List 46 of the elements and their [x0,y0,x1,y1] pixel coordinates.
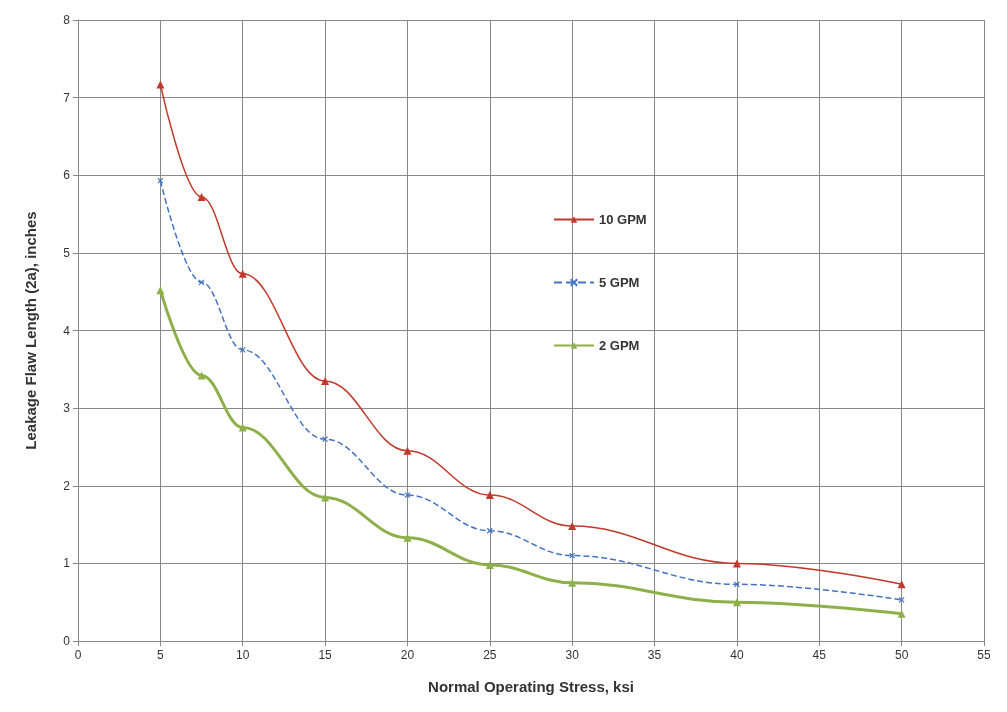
y-tick-label: 3 [63,401,71,416]
x-tick-label: 50 [894,648,909,662]
y-tick-label: 7 [63,90,71,105]
x-tick-label: 45 [812,648,827,662]
point [897,609,906,618]
x-tick-label: 10 [236,648,250,662]
point [198,279,205,286]
point [732,598,741,607]
y-tick-label: 2 [63,478,71,493]
x-tick-label: 0 [74,648,82,662]
y-tick-label: 4 [63,323,71,338]
y-tick-label: 0 [63,634,71,648]
legend-label: 5 GPM [599,275,640,290]
x-tick-label: 55 [977,648,991,662]
point [403,533,412,542]
point [239,346,246,354]
y-axis-title: Leakage Flaw Length (2a), inches [22,211,39,450]
legend-label: 2 GPM [599,338,640,353]
legend-label: 10 GPM [599,212,647,227]
x-tick-label: 25 [483,648,497,662]
x-tick-label: 35 [647,648,662,662]
point [197,192,206,201]
x-tick-label: 20 [400,648,415,662]
point [733,581,741,588]
point [238,269,247,278]
point [898,596,905,603]
y-tick-label: 8 [63,13,71,27]
y-tick-label: 6 [63,168,71,183]
x-tick-label: 5 [157,648,165,662]
x-tick-label: 30 [565,648,580,662]
point [568,578,577,587]
x-tick-label: 15 [318,648,333,662]
point [568,522,577,531]
y-tick-label: 1 [63,556,71,571]
point [569,552,576,559]
point [485,491,494,500]
point [238,423,247,432]
x-tick-label: 40 [730,648,744,662]
point [485,560,494,569]
x-axis-title: Normal Operating Stress, ksi [428,678,634,695]
point [403,446,412,455]
y-tick-label: 5 [63,245,71,260]
point [197,371,206,380]
point [404,491,411,499]
point [321,376,330,385]
point [156,286,165,295]
